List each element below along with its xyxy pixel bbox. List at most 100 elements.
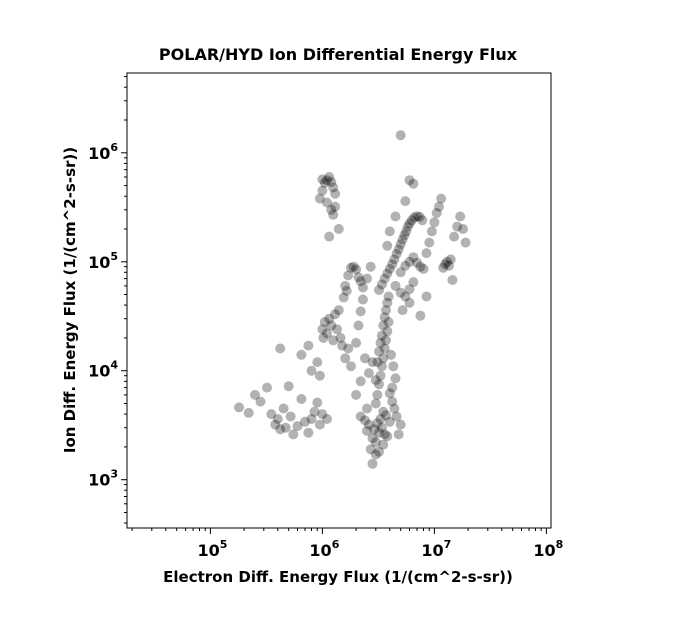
data-point <box>374 446 384 457</box>
data-point <box>362 425 372 436</box>
data-point <box>429 217 440 228</box>
data-point <box>296 349 307 360</box>
data-point <box>322 414 332 424</box>
data-point <box>317 174 328 185</box>
data-point <box>328 209 339 220</box>
data-point <box>415 261 426 272</box>
data-point <box>404 175 415 186</box>
ticks-layer: 105 106 107 108 103 104 105 106 <box>88 76 563 560</box>
data-point <box>397 305 408 316</box>
data-point <box>400 260 411 271</box>
data-point <box>404 218 415 229</box>
data-point <box>381 335 391 346</box>
data-point <box>278 403 289 414</box>
data-point <box>393 429 404 440</box>
data-point <box>391 411 402 422</box>
data-point <box>360 415 370 426</box>
data-point <box>376 422 387 433</box>
data-point <box>390 211 401 222</box>
data-point <box>418 263 429 274</box>
data-point <box>370 398 381 409</box>
data-point <box>417 215 428 226</box>
data-point <box>326 320 337 331</box>
data-point <box>319 317 330 327</box>
data-point <box>270 419 281 430</box>
data-point <box>355 276 366 287</box>
data-point <box>266 409 277 420</box>
data-point <box>395 419 406 430</box>
data-point <box>343 270 354 281</box>
data-point <box>455 211 466 222</box>
data-point <box>384 263 395 274</box>
data-point <box>376 330 387 341</box>
data-point <box>275 343 286 354</box>
data-point <box>340 280 351 291</box>
data-point <box>383 291 394 302</box>
data-point <box>367 433 378 444</box>
data-point <box>312 357 323 368</box>
data-point <box>362 273 372 284</box>
data-point <box>389 403 400 414</box>
plot-frame <box>126 72 552 529</box>
data-point <box>332 324 342 335</box>
data-point <box>324 231 335 242</box>
data-point <box>383 317 394 327</box>
data-point <box>330 188 341 199</box>
data-point <box>442 256 453 267</box>
data-point <box>328 335 339 346</box>
data-point <box>303 340 314 351</box>
data-point <box>357 294 368 305</box>
data-point <box>250 389 260 400</box>
data-point <box>351 337 362 348</box>
y-tick-label: 105 <box>88 250 118 272</box>
data-point <box>438 262 449 273</box>
data-point <box>353 320 364 331</box>
data-point <box>408 252 419 263</box>
data-point <box>447 275 458 285</box>
data-point <box>365 444 376 455</box>
data-point <box>384 416 395 427</box>
data-point <box>333 305 344 316</box>
data-point <box>397 234 408 245</box>
data-point <box>355 411 366 422</box>
data-point <box>391 248 402 259</box>
data-point <box>355 306 366 317</box>
data-point <box>370 449 381 460</box>
data-point <box>426 226 437 237</box>
data-point <box>376 361 387 372</box>
data-point <box>382 268 393 279</box>
data-point <box>384 388 395 399</box>
data-point <box>378 439 389 450</box>
data-point <box>378 320 389 331</box>
data-point <box>412 211 422 222</box>
data-point <box>390 280 401 291</box>
y-tick-label: 106 <box>88 141 118 163</box>
data-point <box>374 346 384 357</box>
data-point <box>379 273 390 284</box>
data-point <box>322 328 332 339</box>
data-point <box>399 230 410 241</box>
data-point <box>382 431 393 442</box>
data-point <box>374 427 384 438</box>
data-point <box>367 458 378 469</box>
data-point <box>280 422 291 433</box>
data-point <box>409 212 420 223</box>
data-point <box>374 379 384 390</box>
x-tick-label: 108 <box>533 538 563 560</box>
data-point <box>382 240 393 251</box>
data-point <box>330 309 341 320</box>
data-point <box>369 424 380 435</box>
data-point <box>376 279 387 290</box>
data-point <box>374 285 384 295</box>
data-point <box>382 297 393 308</box>
data-point <box>288 429 299 440</box>
data-point <box>370 375 381 386</box>
data-point <box>367 357 378 368</box>
data-point <box>341 285 352 296</box>
data-point <box>340 353 351 364</box>
data-point <box>395 267 406 278</box>
data-point <box>389 254 400 265</box>
data-point <box>314 419 325 430</box>
data-point <box>412 257 422 268</box>
